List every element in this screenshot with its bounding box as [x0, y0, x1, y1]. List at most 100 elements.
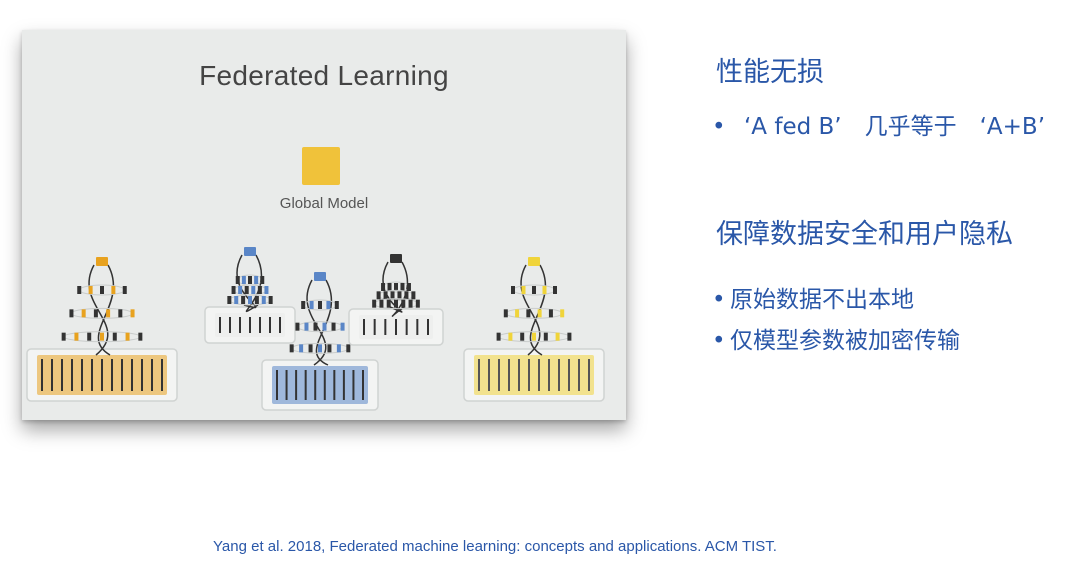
client-device-3-node: [326, 301, 331, 309]
client-device-1-model-link: [97, 264, 115, 356]
client-device-3-node: [322, 322, 327, 331]
client-device-1-node: [61, 332, 66, 341]
client-device-1-model-link: [88, 264, 109, 356]
client-device-4-node: [408, 299, 413, 308]
citation: Yang et al. 2018, Federated machine lear…: [0, 538, 1080, 555]
client-device-5-top-node: [528, 257, 540, 266]
client-device-3-node: [304, 322, 309, 331]
client-device-1-node: [88, 286, 93, 294]
heading-lossless-performance: 性能无损: [716, 57, 824, 88]
client-device-2-node: [251, 286, 256, 294]
client-device-4-node: [415, 299, 420, 308]
client-device-2-node: [231, 286, 236, 294]
client-device-2-node: [235, 276, 240, 284]
client-device-2-model-link: [245, 254, 263, 313]
client-device-3-node: [289, 344, 294, 353]
client-device-5-node: [542, 286, 547, 294]
bullet-raw-data-local: • 原始数据不出本地: [712, 280, 914, 314]
client-device-2-node: [227, 296, 232, 304]
client-device-4-node: [381, 283, 386, 291]
client-device-1-top-node: [96, 257, 108, 266]
client-device-1-node: [125, 332, 130, 341]
client-device-3-node: [318, 344, 322, 353]
client-device-2-node: [257, 286, 262, 294]
bullet-fed-equals: • ‘A fed B’ 几乎等于 ‘A+B’: [712, 107, 1045, 141]
client-device-2-node: [268, 296, 273, 304]
client-device-2-node: [238, 286, 243, 294]
client-device-4-node: [379, 299, 384, 308]
client-device-5-node: [555, 332, 560, 341]
client-device-3-model-link: [306, 279, 327, 366]
client-device-1-node: [122, 286, 127, 294]
client-device-2-node: [244, 286, 249, 294]
client-device-2-node: [248, 296, 252, 304]
client-device-1-node: [93, 309, 98, 318]
client-device-4-node: [397, 291, 402, 300]
bullet-text: 原始数据不出本地: [730, 287, 914, 313]
client-device-1-node: [112, 332, 117, 341]
heading-data-security-privacy: 保障数据安全和用户隐私: [716, 219, 1013, 250]
client-device-4-node: [394, 299, 398, 308]
client-device-1-node: [69, 309, 74, 318]
client-device-2-node: [234, 296, 239, 304]
client-device-4-node: [372, 299, 377, 308]
client-device-3-node: [313, 322, 318, 331]
client-device-4-node: [387, 283, 392, 291]
client-device-1-node: [130, 309, 135, 318]
global-model-icon: [302, 147, 340, 185]
client-device-4-node: [383, 291, 388, 300]
client-device-4-node: [394, 283, 398, 291]
bullet-dot: •: [712, 114, 726, 140]
client-device-5-model-link: [520, 264, 541, 356]
client-device-2-node: [241, 276, 246, 284]
bullet-dot: •: [712, 328, 726, 354]
client-device-3-node: [327, 344, 332, 353]
client-device-4-node: [406, 283, 411, 291]
bullet-encrypted-params: • 仅模型参数被加密传输: [712, 321, 960, 355]
client-device-5-node: [521, 286, 526, 294]
client-device-5-node: [520, 332, 525, 341]
client-device-5-node: [532, 286, 536, 294]
client-device-3-node: [336, 344, 341, 353]
client-device-3-node: [299, 344, 304, 353]
figure-title: Federated Learning: [199, 60, 449, 91]
client-device-5-node: [511, 286, 515, 294]
client-device-4-model-link: [382, 261, 403, 313]
client-device-4-node: [404, 291, 409, 300]
client-device-2-model-link: [236, 254, 257, 309]
client-device-5-node: [508, 332, 513, 341]
bullet-dot: •: [712, 287, 726, 313]
client-device-1-node: [100, 286, 104, 294]
client-device-1-node: [100, 332, 104, 341]
client-device-5-node: [553, 286, 557, 294]
client-device-5-node: [537, 309, 542, 318]
client-device-1-node: [138, 332, 143, 341]
client-device-4-node: [376, 291, 381, 300]
client-device-3-node: [334, 301, 339, 309]
client-device-4-node: [390, 291, 395, 300]
client-device-3-node: [301, 301, 306, 309]
figure-illustration: [26, 147, 605, 411]
client-device-5-node: [515, 309, 520, 318]
client-device-2-node: [261, 296, 266, 304]
client-device-2-top-node: [244, 247, 256, 256]
client-device-2-node: [264, 286, 269, 294]
client-device-3-node: [308, 344, 313, 353]
client-device-4-node: [411, 291, 416, 300]
client-device-5-data-area: [474, 355, 594, 395]
client-device-2-node: [241, 296, 246, 304]
client-device-2-node: [248, 276, 252, 284]
client-device-5-node: [560, 309, 565, 318]
bullet-text: ‘A fed B’ 几乎等于 ‘A+B’: [744, 114, 1046, 140]
client-device-3-top-node: [314, 272, 326, 281]
client-device-1-node: [87, 332, 92, 341]
citation-text: Yang et al. 2018, Federated machine lear…: [213, 538, 777, 555]
client-device-3-node: [331, 322, 336, 331]
client-device-5-node: [496, 332, 501, 341]
client-device-5-model-link: [529, 264, 547, 356]
client-device-1-node: [111, 286, 116, 294]
client-device-5-node: [532, 332, 536, 341]
client-device-2-node: [260, 276, 265, 284]
client-device-3-node: [318, 301, 322, 309]
client-device-3-node: [309, 301, 314, 309]
